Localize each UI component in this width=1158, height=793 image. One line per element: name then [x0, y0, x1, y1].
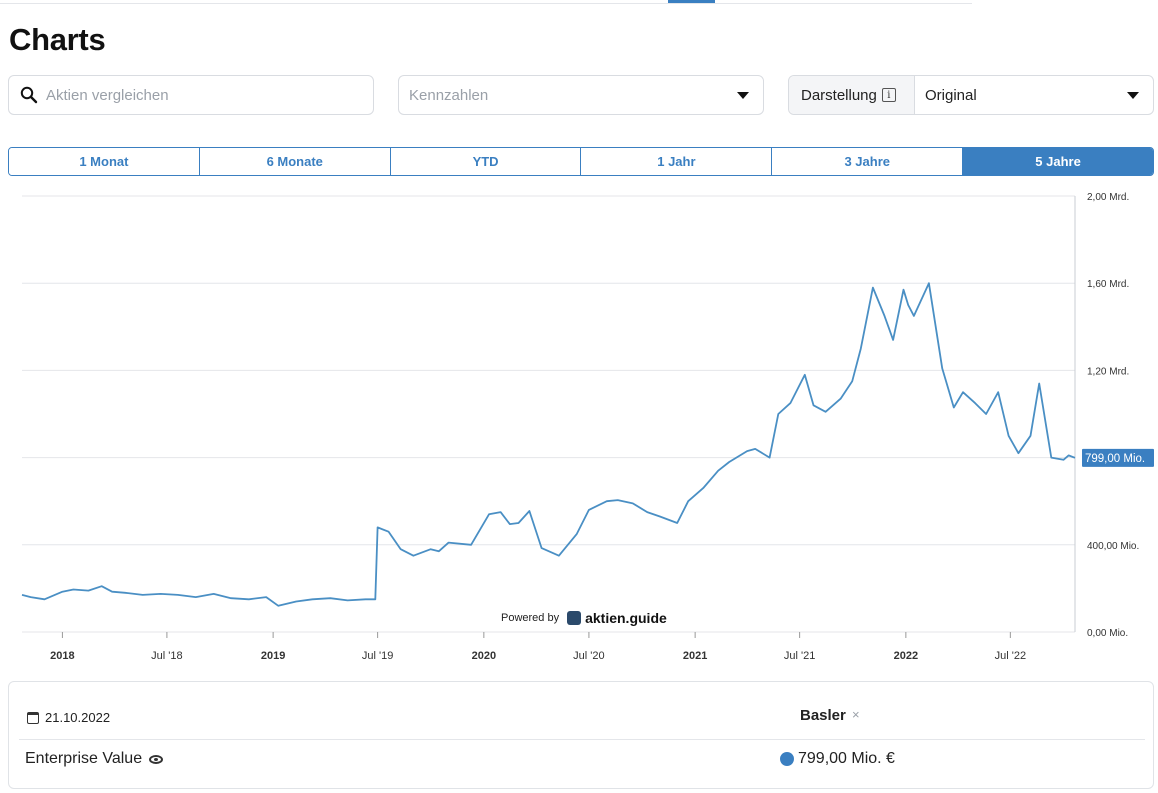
info-divider: [19, 739, 1145, 740]
metric-value: 799,00 Mio. €: [798, 750, 895, 767]
range-6-monate[interactable]: 6 Monate: [199, 148, 391, 175]
top-divider: [0, 3, 972, 4]
series-color-dot: [780, 752, 794, 766]
info-panel: 21.10.2022 Basler × Enterprise Value 799…: [8, 681, 1154, 789]
x-tick-label: 2020: [472, 650, 496, 662]
metric-value-row: 799,00 Mio. €: [780, 750, 895, 768]
page-title: Charts: [9, 22, 106, 57]
x-tick-label: Jul '19: [362, 650, 393, 662]
y-tick-label: 2,00 Mrd.: [1087, 192, 1129, 203]
chevron-down-icon: [737, 91, 749, 99]
kennzahlen-placeholder: Kennzahlen: [409, 86, 489, 104]
company-name: Basler: [800, 707, 846, 724]
range-ytd[interactable]: YTD: [390, 148, 582, 175]
range-3-jahre[interactable]: 3 Jahre: [772, 148, 964, 175]
time-range-selector: 1 Monat 6 Monate YTD 1 Jahr 3 Jahre 5 Ja…: [8, 147, 1154, 176]
remove-company-icon[interactable]: ×: [852, 707, 860, 722]
range-1-monat[interactable]: 1 Monat: [9, 148, 200, 175]
powered-by-text: Powered by: [501, 612, 560, 624]
series-line-basler: [21, 282, 1076, 607]
darstellung-label: Darstellung i: [789, 76, 915, 114]
y-tick-label: 1,60 Mrd.: [1087, 279, 1129, 290]
range-5-jahre[interactable]: 5 Jahre: [963, 148, 1153, 175]
metric-row: Enterprise Value: [25, 750, 164, 768]
x-tick-label: 2019: [261, 650, 285, 662]
powered-by-brand[interactable]: aktien.guide: [585, 610, 667, 626]
compare-stocks-input[interactable]: [46, 86, 346, 104]
darstellung-select[interactable]: Darstellung i Original: [788, 75, 1154, 115]
range-1-jahr[interactable]: 1 Jahr: [581, 148, 773, 175]
eye-icon[interactable]: [149, 754, 164, 764]
info-date-text: 21.10.2022: [45, 710, 111, 725]
calendar-icon: [27, 711, 39, 724]
last-value-label: 799,00 Mio.: [1085, 453, 1145, 465]
search-icon: [20, 86, 38, 104]
enterprise-value-chart[interactable]: 0,00 Mio. 400,00 Mio. 1,20 Mrd. 1,60 Mrd. 2,…: [0, 180, 1158, 675]
x-tick-label: Jul '22: [995, 650, 1026, 662]
y-tick-label: 1,20 Mrd.: [1087, 366, 1129, 377]
x-tick-label: 2021: [683, 650, 707, 662]
x-tick-label: Jul '18: [151, 650, 182, 662]
darstellung-value: Original: [925, 86, 977, 104]
metric-name: Enterprise Value: [25, 750, 143, 767]
last-value-badge: [1082, 448, 1154, 467]
chevron-down-icon: [1127, 91, 1139, 99]
info-date: 21.10.2022: [27, 710, 110, 725]
aktien-guide-logo-icon: [567, 611, 582, 625]
y-tick-label: 0,00 Mio.: [1087, 628, 1128, 639]
darstellung-label-text: Darstellung: [801, 86, 877, 104]
active-tab-indicator: [668, 0, 715, 3]
kennzahlen-select[interactable]: Kennzahlen: [398, 75, 764, 115]
x-tick-label: 2018: [50, 650, 74, 662]
x-tick-label: Jul '20: [573, 650, 604, 662]
x-tick-label: Jul '21: [784, 650, 815, 662]
compare-stocks-search[interactable]: [8, 75, 374, 115]
y-tick-label: 400,00 Mio.: [1087, 541, 1139, 552]
powered-by: Powered by aktien.guide: [501, 610, 667, 626]
chart-area[interactable]: 0,00 Mio. 400,00 Mio. 1,20 Mrd. 1,60 Mrd. 2,…: [0, 180, 1158, 675]
x-tick-label: 2022: [894, 650, 918, 662]
info-icon[interactable]: i: [881, 88, 896, 102]
